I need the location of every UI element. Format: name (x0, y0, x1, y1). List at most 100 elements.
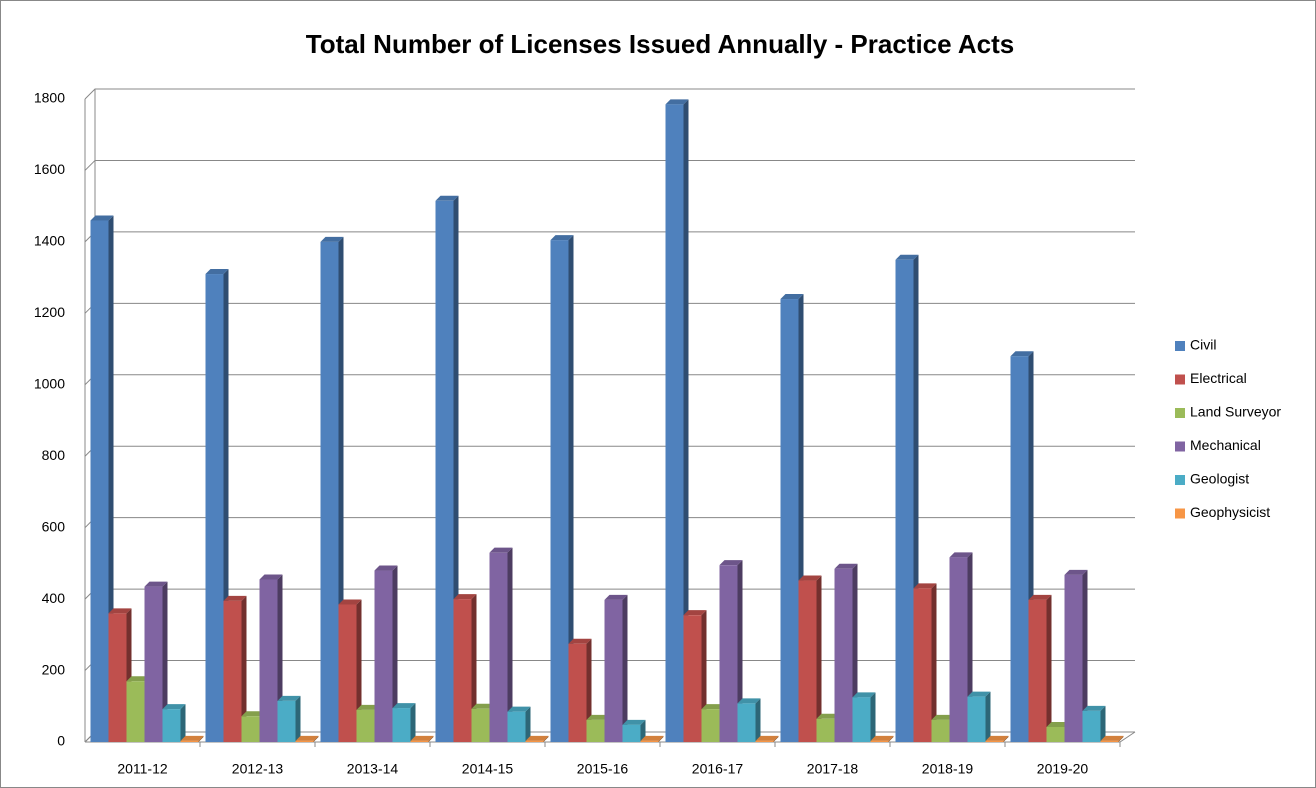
bar-side (507, 547, 513, 742)
bar-top (931, 714, 955, 720)
bar (985, 740, 1004, 742)
bar (931, 719, 950, 742)
bar (525, 740, 544, 742)
bar-top (241, 711, 265, 717)
bar-top (435, 195, 459, 201)
bar-top (550, 235, 574, 241)
bar-top (356, 704, 380, 710)
bar-side (568, 235, 574, 742)
bar-top (798, 575, 822, 581)
bar-top (392, 703, 416, 709)
bar (1028, 599, 1047, 742)
bar (374, 570, 393, 742)
bar-top (374, 565, 398, 571)
y-tick-label: 1400 (34, 233, 65, 249)
legend-label: Geophysicist (1190, 504, 1270, 520)
bar-top (985, 735, 1009, 741)
bar (144, 586, 163, 742)
bar-side (241, 595, 247, 742)
bar-side (313, 735, 319, 742)
bar-side (888, 735, 894, 742)
legend-swatch (1175, 475, 1185, 485)
bar-side (471, 594, 477, 742)
bar (277, 700, 296, 742)
bar (719, 565, 738, 742)
bar (1064, 574, 1083, 742)
bar-top (683, 610, 707, 616)
bar-side (543, 735, 549, 742)
bar (798, 580, 817, 742)
bar (640, 740, 659, 742)
y-tick-label: 400 (42, 590, 66, 606)
bar (180, 740, 199, 742)
bar-top (1010, 351, 1034, 357)
y-tick-label: 200 (42, 661, 66, 677)
bar-side (640, 719, 646, 742)
bar-side (295, 695, 301, 742)
legend-swatch (1175, 408, 1185, 418)
legend-label: Geologist (1190, 471, 1249, 487)
bar-top (338, 599, 362, 605)
bar (1100, 740, 1119, 742)
grid-line (84, 88, 1135, 100)
bar (295, 740, 314, 742)
bar (1046, 726, 1065, 742)
bar-side (755, 698, 761, 742)
bar-side (737, 560, 743, 742)
bar-top (108, 608, 132, 614)
bar-top (525, 735, 549, 741)
bar-top (737, 698, 761, 704)
bar-side (985, 691, 991, 742)
bar-top (701, 704, 725, 710)
bar-side (1100, 705, 1106, 742)
bar (162, 709, 181, 742)
legend-swatch (1175, 508, 1185, 519)
bar (737, 703, 756, 742)
bar-top (1082, 705, 1106, 711)
legend-label: Land Surveyor (1190, 404, 1281, 420)
bar-side (198, 735, 204, 742)
bar (780, 299, 799, 742)
bar (816, 718, 835, 742)
legend-label: Civil (1190, 337, 1216, 353)
legend-swatch (1175, 441, 1185, 452)
bar-side (428, 735, 434, 742)
bar-top (453, 594, 477, 600)
bar-top (205, 269, 229, 275)
bar-top (180, 735, 204, 741)
bar-side (392, 565, 398, 742)
bar (356, 709, 375, 742)
bar (392, 708, 411, 742)
bar (259, 579, 278, 742)
bar-side (622, 594, 628, 742)
bar-top (895, 254, 919, 260)
bar-top (410, 735, 434, 741)
bar-top (755, 735, 779, 741)
x-tick-label: 2014-15 (462, 761, 514, 777)
bar (410, 740, 429, 742)
bar-side (410, 703, 416, 742)
chart-title: Total Number of Licenses Issued Annually… (306, 29, 1014, 59)
bar (870, 740, 889, 742)
bar-top (507, 706, 531, 712)
bar (586, 719, 605, 742)
bar-top (640, 735, 664, 741)
bar-top (949, 552, 973, 558)
bar (913, 588, 932, 742)
bar-top (870, 735, 894, 741)
y-tick-label: 1600 (34, 161, 65, 177)
bar-side (162, 581, 168, 742)
bar-side (1003, 735, 1009, 742)
bar (489, 552, 508, 742)
grid-line (84, 159, 1135, 171)
bar (949, 557, 968, 742)
bar (852, 697, 871, 742)
y-tick-label: 1200 (34, 304, 65, 320)
legend-label: Electrical (1190, 370, 1247, 386)
y-tick-label: 1000 (34, 375, 65, 391)
x-tick-label: 2012-13 (232, 761, 284, 777)
bar (568, 643, 587, 742)
bar-top (568, 638, 592, 644)
bar-top (471, 703, 495, 709)
